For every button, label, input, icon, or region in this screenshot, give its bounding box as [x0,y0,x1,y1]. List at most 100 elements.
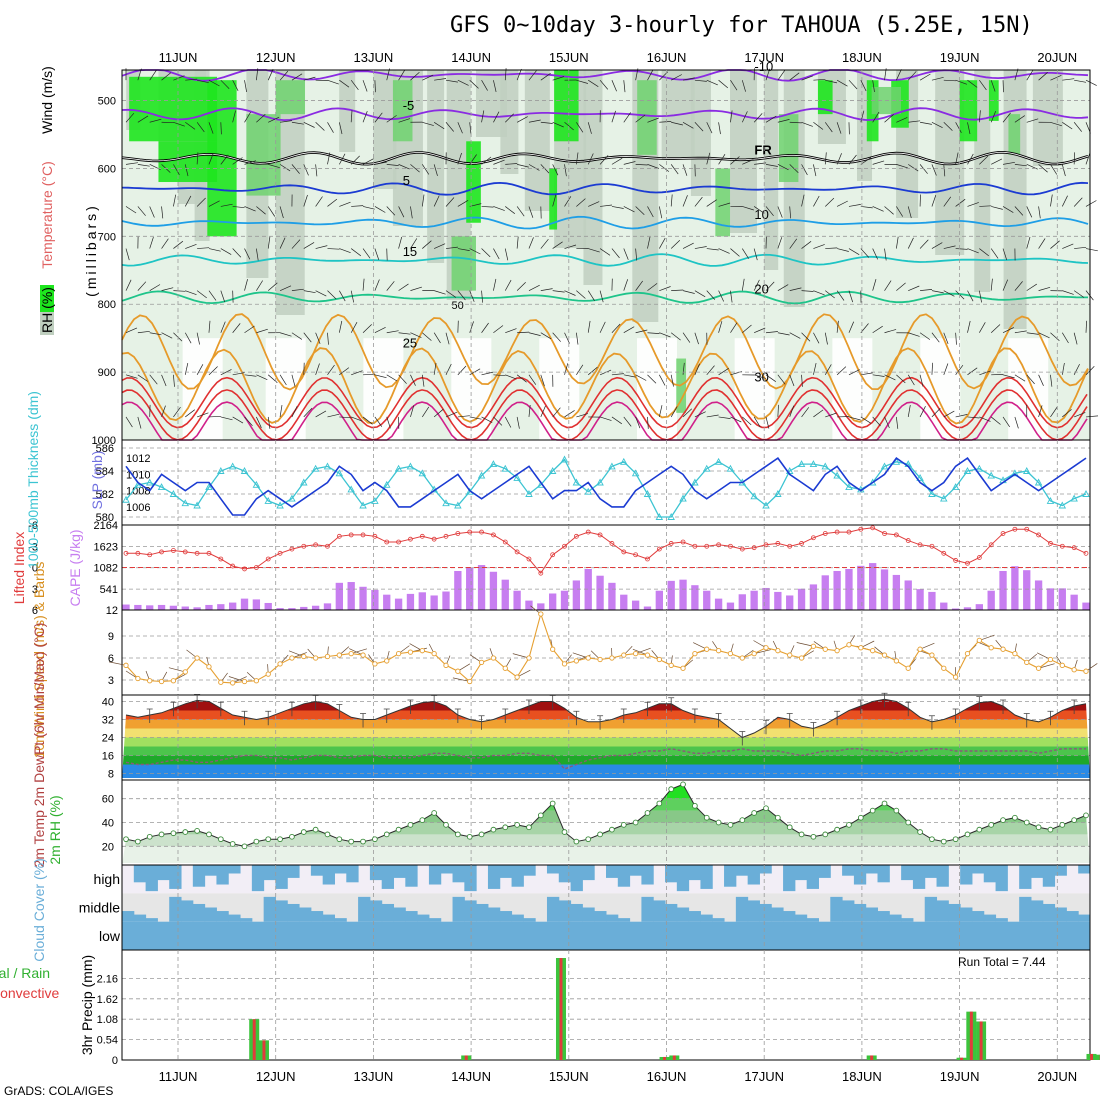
rh-dry-area [734,338,775,440]
cloud-high-segment [665,865,678,883]
thickness-point [300,478,308,486]
wind-barb [528,70,537,81]
wind-barb [552,332,561,342]
wind-barb [813,332,820,344]
wind-barb [647,374,657,384]
wind-barb [256,280,263,291]
rh-point [170,830,177,837]
cloud-high-segment [570,865,583,892]
wind-speed-point [1035,665,1042,671]
cape-bar [667,580,675,610]
lifted-index-tick-label: 6 [32,605,38,617]
wind-speed-point [490,655,497,661]
thickness-point [643,490,652,497]
pressure-axis-title: (millibars) [83,203,99,297]
wind-barb [789,374,795,387]
wind-barb [232,206,245,209]
wind-barb [990,278,993,291]
cape-tick-label: 541 [100,584,118,596]
thickness-point [714,457,723,465]
wind-barb [161,405,166,418]
lifted-index-tick-label: -3 [28,541,38,553]
wind-barb [481,248,491,258]
thickness-slp-panel: 580 582 584 586 1006 1008 1010 1012 [96,439,1091,526]
wind-barb [315,410,327,418]
cloud-high-segment [192,865,206,887]
wind-speed-point [253,678,260,684]
wind-barb [197,79,209,84]
lifted-index-point [1048,541,1053,546]
wind-barb [955,152,959,165]
temp-color-band [122,764,1090,778]
wind-barb [374,416,383,427]
cape-bar [916,589,924,610]
wind-barb [706,365,715,376]
wind-barb [623,80,626,93]
lifted-index-point [799,541,804,546]
wind-barb [943,363,949,375]
temp-axis-title: 2m Temp 2m DewPt (6hr Min/Max) (°C) [31,623,47,868]
lifted-index-point [348,532,354,538]
cloud-mid-segment [735,896,749,922]
wind-barb [125,416,133,428]
wind-barb [232,248,242,258]
wind-barb [706,290,716,300]
wind-speed-point [1071,667,1077,673]
wind-barb [659,374,666,386]
thickness-point [359,501,367,509]
wind-barb [505,206,516,214]
cloud-high-segment [310,865,324,876]
wind-barb [457,415,470,418]
wind-barb [505,113,514,123]
cloud-high-segment [1078,865,1091,874]
wind-barb [1074,79,1087,83]
wind-barb [1062,243,1074,249]
wind-barb [220,248,232,255]
wind-barb [196,290,207,299]
wind-barb [742,248,749,259]
wind-barb [303,194,308,207]
wind-speed-point [277,661,283,667]
wind-barb [505,374,517,380]
wind-barb [990,324,1001,333]
wind-barb [599,155,609,165]
cloud-high-segment [735,865,749,876]
cape-bar [1070,594,1078,610]
wind-barb [967,122,971,135]
precip-tick-label: 0 [112,1055,118,1067]
wind-barb [493,325,504,334]
surface-isotherm [121,389,1088,441]
thickness-point [975,464,984,472]
wind-barb-10m [979,634,995,641]
pressure-tick-label: 1000 [92,435,116,447]
isotherm-label: 15 [403,244,417,259]
wind-barb [943,122,953,131]
wind-barb [1061,332,1069,344]
wind-barb [1050,374,1053,387]
temp-color-band [122,737,1090,747]
thickness-point [631,469,640,477]
wind-barb [1026,69,1034,81]
wind-barb [1050,406,1058,418]
wind-speed-point [182,669,188,675]
wind-barb [967,367,978,376]
wind-barb [599,321,606,333]
wind-barb [943,290,955,297]
rh-point [217,836,224,843]
wind-barb [208,366,218,376]
lifted-index-point [811,535,816,541]
wind-barb [327,152,331,165]
wind-barb [742,416,752,426]
wind-barb [848,321,855,333]
thickness-point [134,480,142,488]
rh-point [656,800,663,807]
wind-barb [433,362,437,375]
wind-barb [315,196,323,207]
wind-barb [540,288,553,291]
pressure-tick-label: 800 [98,299,116,311]
cape-bar [809,584,818,610]
top-date-label: 14JUN [451,50,491,65]
wind-barb [919,406,926,418]
wind-barb [445,411,458,418]
wind-barb [184,332,192,344]
